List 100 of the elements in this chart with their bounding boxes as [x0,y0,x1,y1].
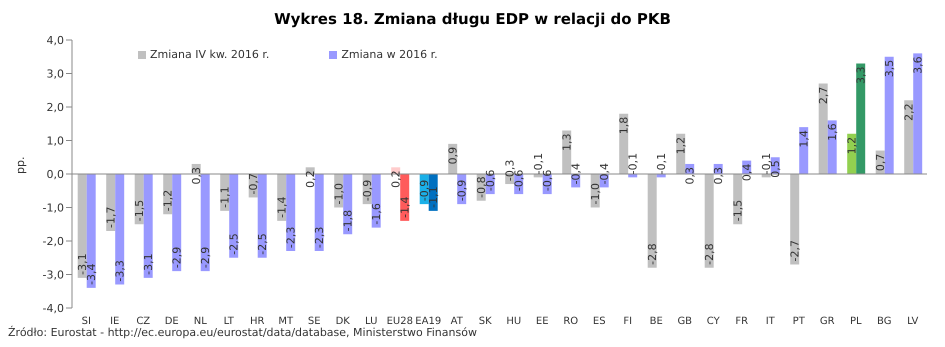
data-label: 1,6 [826,123,840,141]
data-label: 1,3 [560,133,574,151]
bar [913,53,922,174]
data-label: 1,2 [846,136,859,154]
bar [172,174,182,272]
data-label: 0,4 [740,164,754,182]
data-label: -2,5 [228,233,241,255]
y-tick-label: -3,0 [42,268,64,282]
x-tick-label: CZ [136,316,150,327]
bar [86,174,96,288]
bar [856,63,866,174]
y-tick-label: 2,0 [46,100,64,114]
legend-label: Zmiana w 2016 r. [341,48,438,61]
x-tick-label: BG [877,316,892,327]
data-label: -1,5 [732,200,745,222]
x-tick-label: HU [506,316,522,327]
y-axis-title: pp. [14,156,27,174]
bar [704,174,714,268]
bar [884,56,894,174]
y-tick-label: 3,0 [46,67,64,80]
x-tick-label: FR [735,316,748,327]
x-tick-label: ES [592,316,606,327]
data-label: -1,6 [370,203,384,225]
x-tick-label: BE [650,316,663,327]
data-label: -1,7 [104,206,118,228]
data-label: 2,2 [902,103,916,121]
text: Źródło: Eurostat - http://ec.europa.eu/eurostat/data/database, Ministerstwo Finansów [8,326,478,339]
data-label: 2,7 [817,86,830,104]
data-label: 0,3 [684,166,697,184]
data-label: -0,4 [598,162,612,184]
data-label: -0,1 [626,152,640,174]
data-label: -1,5 [133,200,146,222]
data-label: 3,3 [854,66,868,84]
bar [648,174,657,268]
x-tick-label: MT [278,316,294,327]
bar [286,174,296,252]
x-tick-label: SI [82,316,91,327]
x-tick-label: FI [623,316,632,327]
x-tick-label: EU28 [386,316,413,327]
data-label: -0,1 [655,152,668,174]
bar [106,174,116,231]
x-tick-label: LT [224,316,235,327]
data-label: 1,4 [798,130,811,148]
data-label: 0,9 [446,146,460,164]
x-tick-label: LV [907,316,919,327]
x-tick-label: PT [792,316,806,327]
data-label: -2,9 [170,246,184,268]
bar [144,174,153,278]
y-tick-label: -4,0 [42,302,64,315]
bar [258,174,267,258]
x-tick-label: CY [706,316,721,327]
data-label: 0,7 [874,154,888,172]
data-label: -0,9 [361,180,374,202]
bar [790,174,800,264]
data-label: -0,7 [247,172,260,194]
data-label: 0,2 [304,170,318,188]
x-tick-label: GR [820,316,835,327]
data-label: -3,4 [85,263,98,285]
data-label: 0,3 [190,166,204,184]
bar [78,174,87,278]
data-label: -0,6 [512,170,526,192]
data-label: -0,4 [570,162,583,184]
x-tick-label: EE [536,316,549,327]
data-label: -2,5 [256,233,270,255]
data-label: -2,8 [646,243,660,265]
x-tick-label: AT [450,316,464,327]
x-tick-label: GB [677,316,692,327]
data-label: 3,6 [912,56,925,74]
data-label: 0,3 [712,166,726,184]
bar [115,174,124,285]
data-label: -1,2 [162,190,175,212]
data-label: 3,5 [883,60,896,78]
x-tick-label: EA19 [415,316,442,327]
data-label: -1,1 [218,186,232,208]
bar [229,174,238,258]
bar [904,100,914,174]
chart-title: Wykres 18. Zmiana długu EDP w relacji do PKB [273,9,672,30]
x-tick-label: IE [110,316,120,327]
x-tick-label: NL [194,316,208,327]
data-label: -1,4 [276,196,289,218]
x-tick-label: PL [850,316,862,327]
data-label: 0,5 [769,160,782,178]
x-tick-label: RO [563,316,578,327]
x-tick-label: SE [308,316,321,327]
data-label: -1,0 [332,183,346,204]
data-label: -2,7 [788,240,802,262]
data-label: -1,8 [342,210,355,232]
data-label: -3,3 [114,260,127,282]
bar [818,84,828,174]
bar [314,174,324,252]
data-label: 0,2 [390,170,403,188]
data-label: -2,8 [703,243,716,265]
x-tick-label: DE [164,316,179,327]
data-label: -1,4 [398,196,412,218]
data-label: -2,9 [199,246,212,268]
data-label: -2,3 [284,226,298,248]
data-label: -1,0 [589,183,602,204]
data-label: 1,8 [618,116,631,134]
data-label: -3,1 [142,253,156,275]
x-tick-label: LU [365,316,378,327]
